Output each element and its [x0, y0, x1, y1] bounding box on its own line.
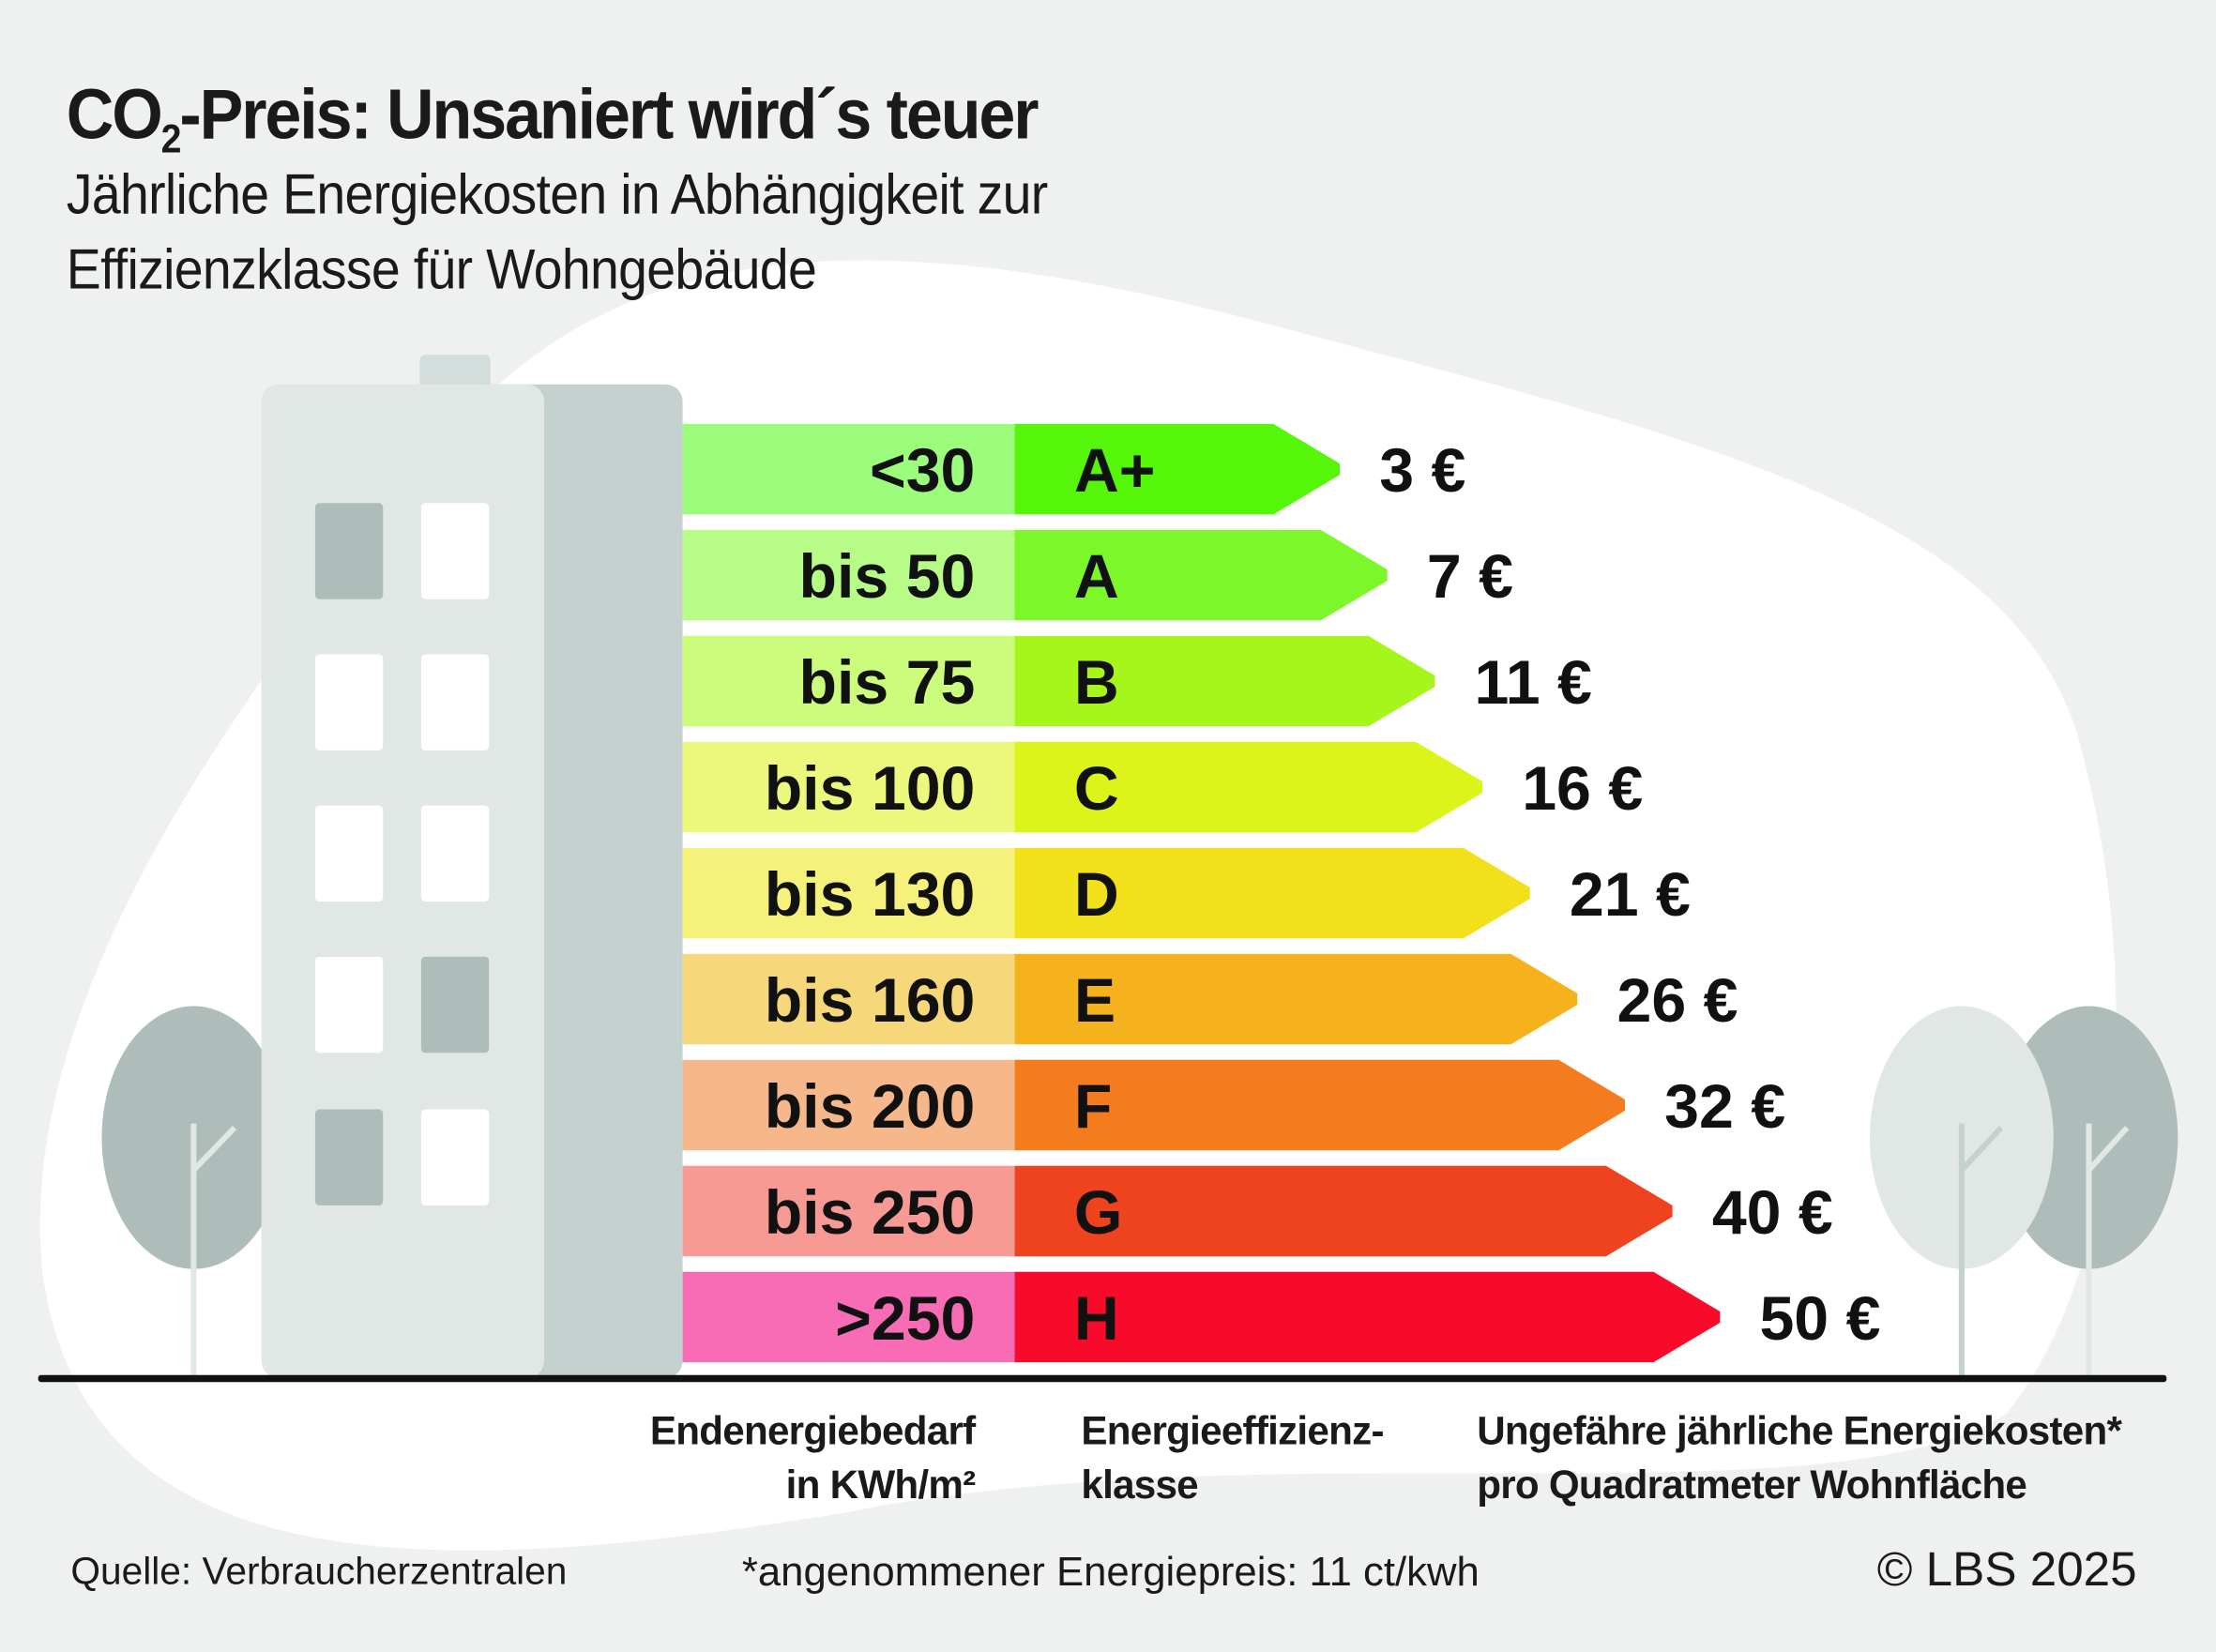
cost-value-label: 16 € [1522, 754, 1643, 824]
demand-range-label: bis 130 [765, 860, 976, 930]
copyright-text: © LBS 2025 [1876, 1542, 2137, 1598]
bar-row-B: bis 75 B 11 € [682, 635, 1592, 727]
demand-range-label: bis 160 [765, 966, 976, 1036]
cost-value-label: 3 € [1379, 436, 1465, 506]
bar-row-A: bis 50 A 7 € [682, 529, 1513, 621]
window [314, 1109, 384, 1205]
cost-value-label: 50 € [1759, 1284, 1880, 1354]
demand-range-label: bis 50 [799, 542, 976, 612]
label-demand-line-2: in KWh/m² [785, 1463, 976, 1507]
class-arrow [1014, 953, 1578, 1045]
bar-row-G: bis 250 G 40 € [682, 1165, 1833, 1257]
range-cell [682, 847, 1017, 939]
class-arrow [1014, 1059, 1625, 1151]
demand-range-label: <30 [870, 436, 975, 506]
label-demand: Endenergiebedarf in KWh/m² [650, 1404, 976, 1511]
label-class-line-1: Energieeffizienz- [1081, 1408, 1384, 1453]
class-label: A [1074, 542, 1119, 612]
label-cost: Ungefähre jährliche Energiekosten* pro Q… [1477, 1404, 2122, 1511]
demand-range-label: bis 250 [765, 1178, 976, 1248]
range-cell [682, 741, 1017, 833]
window [314, 956, 384, 1053]
cost-value-label: 26 € [1617, 966, 1738, 1036]
class-label: G [1074, 1178, 1123, 1248]
range-cell [682, 1059, 1017, 1151]
bar-row-H: >250 H 50 € [682, 1271, 1880, 1363]
cost-value-label: 7 € [1427, 542, 1513, 612]
range-cell [682, 953, 1017, 1045]
class-label: E [1074, 966, 1116, 1036]
tree-right-front [1869, 1006, 2054, 1375]
window [420, 654, 490, 750]
demand-range-label: bis 200 [765, 1072, 976, 1142]
label-cost-line-2: pro Quadratmeter Wohnfläche [1477, 1463, 2027, 1507]
ground-line [38, 1374, 2167, 1383]
range-cell [682, 1271, 1017, 1363]
demand-range-label: bis 75 [799, 648, 976, 718]
range-cell [682, 529, 1017, 621]
page-title: CO2-Preis: Unsaniert wird´s teuer [66, 74, 1040, 161]
window [420, 1109, 490, 1205]
bar-row-F: bis 200 F 32 € [682, 1059, 1785, 1151]
label-cost-line-1: Ungefähre jährliche Energiekosten* [1477, 1408, 2122, 1453]
building [261, 355, 683, 1378]
bar-row-E: bis 160 E 26 € [682, 953, 1738, 1045]
window [420, 805, 490, 902]
cost-value-label: 40 € [1712, 1178, 1833, 1248]
class-arrow [1014, 741, 1483, 833]
window [420, 956, 490, 1053]
cost-value-label: 11 € [1475, 648, 1592, 718]
window [314, 805, 384, 902]
tree-right-back [1999, 1006, 2178, 1375]
label-class-line-2: klasse [1081, 1463, 1198, 1507]
label-demand-line-1: Endenergiebedarf [649, 1408, 976, 1453]
footnote-text: *angenommener Energiepreis: 11 ct/kwh [741, 1550, 1480, 1596]
class-arrow [1014, 1271, 1721, 1363]
window [420, 503, 490, 599]
class-arrow [1014, 529, 1388, 621]
subtitle-line-2: Effizienzklasse für Wohngebäude [66, 238, 817, 301]
bar-row-A+: <30 A+ 3 € [682, 423, 1465, 515]
range-cell [682, 635, 1017, 727]
source-text: Quelle: Verbraucherzentralen [70, 1550, 568, 1593]
class-label: H [1074, 1284, 1119, 1354]
class-arrow [1014, 1165, 1673, 1257]
cost-value-label: 21 € [1570, 860, 1691, 930]
class-arrow [1014, 423, 1341, 515]
bar-row-C: bis 100 C 16 € [682, 741, 1643, 833]
energy-class-bars: <30 A+ 3 € bis 50 A 7 € bis 75 B 11 € bis 100 C 16 … [682, 423, 1880, 1363]
demand-range-label: >250 [835, 1284, 975, 1354]
range-cell [682, 1165, 1017, 1257]
tree-left [101, 1006, 286, 1375]
class-arrow [1014, 635, 1435, 727]
bar-row-D: bis 130 D 21 € [682, 847, 1691, 939]
label-class: Energieeffizienz- klasse [1081, 1404, 1384, 1511]
class-label: D [1074, 860, 1119, 930]
window [314, 654, 384, 750]
class-label: F [1074, 1072, 1112, 1142]
demand-range-label: bis 100 [765, 754, 976, 824]
subtitle-line-1: Jährliche Energiekosten in Abhängigkeit … [66, 163, 1048, 227]
class-arrow [1014, 847, 1530, 939]
class-label: B [1074, 648, 1119, 718]
class-label: C [1074, 754, 1119, 824]
range-cell [682, 423, 1017, 515]
cost-value-label: 32 € [1664, 1072, 1785, 1142]
class-label: A+ [1074, 436, 1156, 506]
window [314, 503, 384, 599]
